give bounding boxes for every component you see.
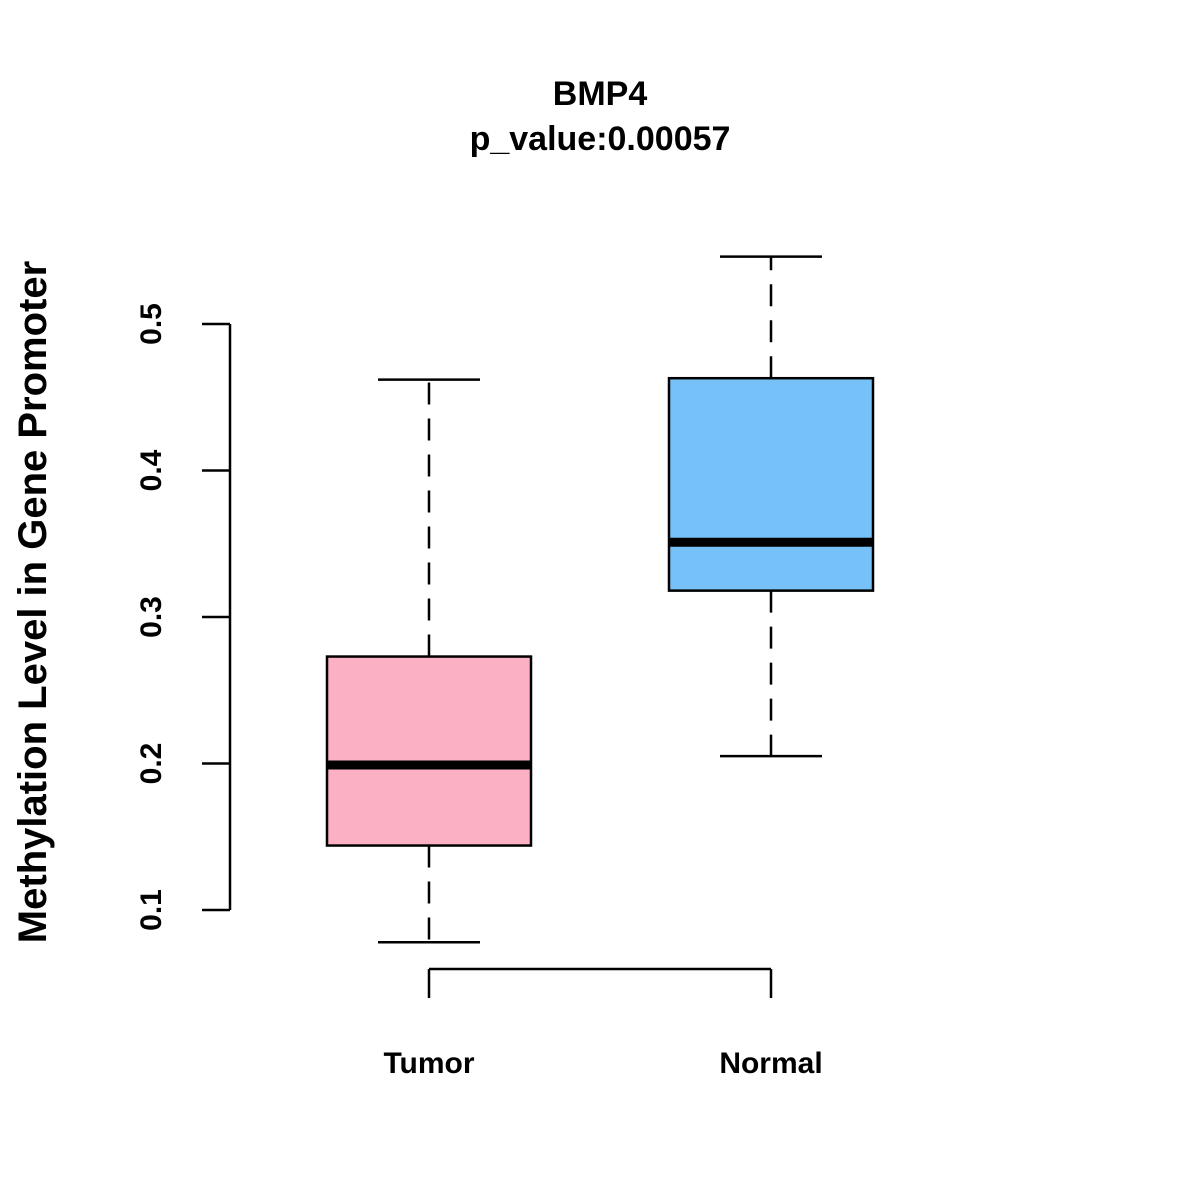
y-axis: 0.1 0.2 0.3 0.4 0.5 — [135, 303, 232, 931]
x-axis: Tumor Normal — [383, 967, 823, 1080]
boxes-group — [325, 255, 875, 944]
iqr-box — [325, 655, 533, 847]
iqr-box — [667, 376, 875, 592]
x-tick-label-normal: Normal — [719, 1047, 822, 1080]
x-tick-label-tumor: Tumor — [383, 1047, 474, 1080]
chart-subtitle: p_value:0.00057 — [470, 120, 731, 158]
y-tick-label: 0.5 — [135, 303, 168, 345]
chart-title: BMP4 — [553, 75, 648, 113]
box-tumor — [325, 378, 533, 944]
y-axis-label: Methylation Level in Gene Promoter — [11, 261, 55, 943]
y-tick-label: 0.3 — [135, 596, 168, 638]
y-tick-label: 0.2 — [135, 743, 168, 785]
box-normal — [667, 255, 875, 758]
y-tick-label: 0.4 — [135, 449, 168, 491]
y-tick-label: 0.1 — [135, 889, 168, 931]
